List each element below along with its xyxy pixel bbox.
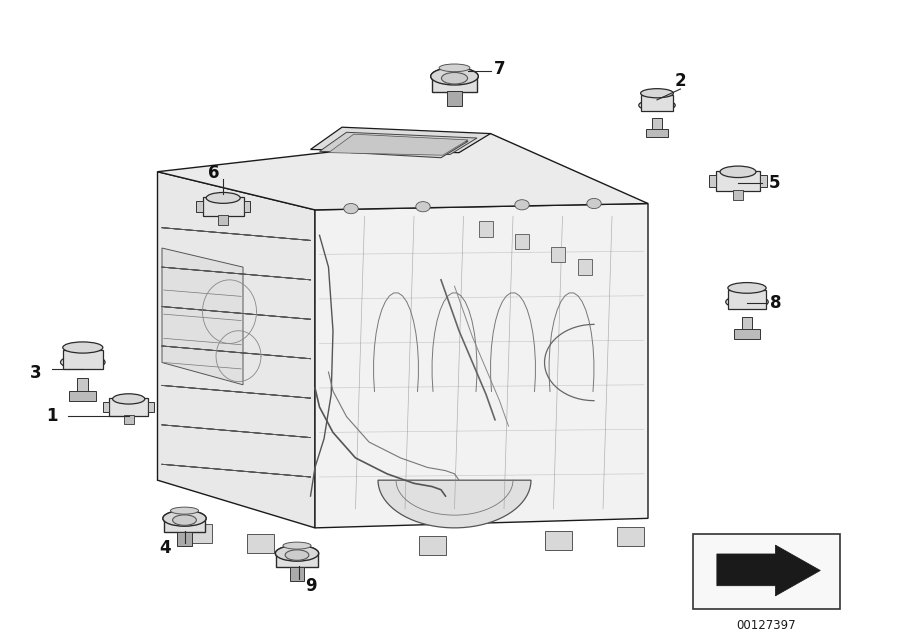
Text: 2: 2 [675, 73, 686, 90]
Text: 1: 1 [47, 407, 58, 425]
Bar [734, 329, 760, 338]
Polygon shape [328, 134, 468, 155]
Polygon shape [315, 204, 648, 528]
Bar [103, 402, 110, 412]
Ellipse shape [725, 295, 769, 308]
Bar [551, 247, 565, 262]
Ellipse shape [163, 511, 206, 526]
Polygon shape [351, 136, 468, 158]
Bar [432, 76, 477, 92]
Ellipse shape [63, 342, 103, 353]
Bar [218, 215, 229, 225]
Ellipse shape [439, 64, 470, 72]
Text: 4: 4 [159, 539, 170, 557]
Ellipse shape [206, 193, 240, 204]
Ellipse shape [639, 99, 675, 111]
Bar [124, 415, 133, 424]
Bar [110, 398, 148, 417]
Bar [77, 378, 88, 392]
Text: 00127397: 00127397 [736, 619, 796, 632]
Bar [728, 290, 766, 308]
Bar [652, 118, 662, 130]
Ellipse shape [285, 550, 309, 560]
Ellipse shape [170, 507, 199, 514]
Text: 7: 7 [494, 60, 505, 78]
Bar [418, 536, 446, 555]
Text: 5: 5 [769, 174, 779, 192]
Text: 6: 6 [209, 164, 220, 182]
Bar [716, 170, 760, 191]
Polygon shape [162, 248, 243, 385]
Bar [248, 534, 274, 553]
Ellipse shape [431, 67, 478, 85]
Polygon shape [320, 132, 477, 155]
Bar [446, 91, 463, 106]
Circle shape [416, 202, 430, 212]
Polygon shape [310, 127, 491, 153]
Bar [177, 532, 192, 546]
Bar [646, 128, 668, 137]
Polygon shape [158, 134, 648, 210]
Circle shape [587, 198, 601, 209]
Bar [244, 201, 250, 212]
Ellipse shape [112, 394, 145, 404]
Ellipse shape [720, 166, 756, 177]
Bar [515, 234, 529, 249]
Bar [544, 531, 572, 550]
Text: 8: 8 [770, 294, 781, 312]
Ellipse shape [275, 546, 319, 561]
Bar [641, 95, 673, 111]
Bar [63, 350, 103, 369]
Ellipse shape [283, 542, 311, 549]
Bar [164, 518, 205, 532]
Ellipse shape [275, 546, 319, 561]
Bar [733, 190, 743, 200]
Ellipse shape [163, 511, 206, 526]
Bar [760, 176, 767, 187]
Polygon shape [158, 172, 315, 528]
Bar [202, 197, 244, 216]
Bar [196, 201, 202, 212]
Bar [742, 317, 752, 331]
Bar [276, 553, 318, 567]
Bar [184, 524, 212, 543]
Bar [69, 391, 96, 401]
Bar [290, 567, 304, 581]
Bar [709, 176, 716, 187]
Ellipse shape [441, 73, 468, 84]
Text: 3: 3 [31, 364, 41, 382]
Polygon shape [378, 480, 531, 528]
Bar [479, 221, 493, 237]
Ellipse shape [641, 88, 673, 98]
Text: 9: 9 [305, 577, 316, 595]
Ellipse shape [60, 355, 105, 369]
Circle shape [515, 200, 529, 210]
Ellipse shape [431, 67, 478, 85]
Bar [148, 402, 155, 412]
Bar [578, 259, 592, 275]
Ellipse shape [728, 282, 766, 293]
Bar [693, 534, 840, 609]
Polygon shape [716, 545, 821, 596]
Circle shape [344, 204, 358, 214]
Bar [616, 527, 643, 546]
Ellipse shape [173, 515, 196, 525]
